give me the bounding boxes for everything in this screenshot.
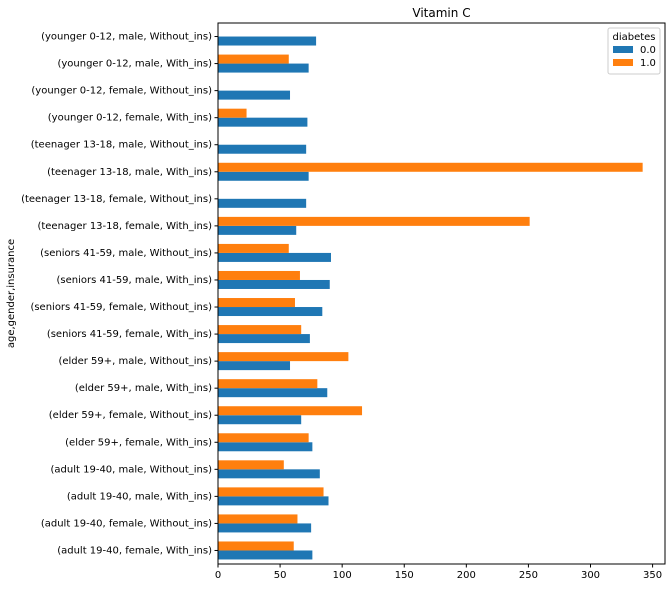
bar-series-1-row-3: [218, 108, 247, 118]
x-tick-label: 250: [519, 570, 538, 581]
y-tick-label: (adult 19-40, male, Without_ins): [51, 464, 213, 475]
y-tick-label: (elder 59+, female, With_ins): [65, 437, 212, 448]
legend-title: diabetes: [612, 32, 655, 43]
y-tick-label: (younger 0-12, male, Without_ins): [41, 32, 212, 43]
bar-series-0-row-13: [218, 388, 328, 398]
bar-series-0-row-12: [218, 361, 291, 371]
bar-series-0-row-4: [218, 144, 307, 154]
bar-series-0-row-0: [218, 36, 317, 46]
y-axis-ticks: (younger 0-12, male, Without_ins) (younge…: [21, 32, 218, 556]
bar-series-0-row-9: [218, 279, 330, 289]
bar-series-0-row-5: [218, 171, 309, 181]
x-tick-label: 150: [395, 570, 414, 581]
y-tick-label: (seniors 41-59, male, Without_ins): [40, 248, 212, 259]
bar-series-0-row-14: [218, 415, 302, 425]
bar-series-1-row-19: [218, 541, 294, 551]
x-tick-label: 200: [457, 570, 476, 581]
bar-series-1-row-7: [218, 216, 530, 226]
x-tick-label: 350: [643, 570, 662, 581]
bar-series-0-row-17: [218, 496, 329, 506]
y-tick-label: (adult 19-40, female, Without_ins): [41, 518, 212, 529]
bars-group: [218, 36, 643, 560]
y-tick-label: (teenager 13-18, female, With_ins): [37, 221, 212, 232]
x-axis-ticks: 0 50 100 150 200 250 300 350: [215, 564, 662, 581]
bar-series-1-row-8: [218, 243, 289, 253]
bar-series-1-row-18: [218, 514, 298, 524]
plot-frame: [217, 22, 666, 565]
y-tick-label: (teenager 13-18, male, Without_ins): [31, 140, 212, 151]
legend: diabetes 0.0 1.0: [607, 27, 661, 75]
bar-series-1-row-9: [218, 270, 300, 280]
bar-series-1-row-5: [218, 162, 643, 172]
bar-series-0-row-7: [218, 225, 297, 235]
bar-series-1-row-10: [218, 298, 295, 308]
x-tick-label: 50: [274, 570, 287, 581]
bar-series-0-row-2: [218, 90, 291, 100]
x-tick-label: 300: [581, 570, 600, 581]
bar-series-1-row-13: [218, 379, 318, 389]
bar-series-0-row-11: [218, 334, 310, 344]
y-tick-label: (elder 59+, female, Without_ins): [49, 410, 212, 421]
y-tick-label: (teenager 13-18, female, Without_ins): [21, 194, 212, 205]
legend-label-1: 1.0: [640, 58, 656, 69]
y-tick-label: (seniors 41-59, male, With_ins): [56, 275, 212, 286]
bar-series-0-row-1: [218, 63, 309, 73]
y-tick-label: (younger 0-12, female, With_ins): [48, 113, 212, 124]
bar-series-1-row-14: [218, 406, 363, 416]
y-axis-label: age,gender,insurance: [6, 239, 17, 348]
bar-series-0-row-18: [218, 523, 312, 533]
x-tick-label: 0: [215, 570, 221, 581]
y-tick-label: (younger 0-12, female, Without_ins): [31, 86, 212, 97]
bar-series-0-row-15: [218, 442, 313, 452]
y-tick-label: (elder 59+, male, With_ins): [75, 383, 212, 394]
y-tick-label: (elder 59+, male, Without_ins): [58, 356, 212, 367]
bar-series-1-row-11: [218, 325, 302, 335]
y-tick-label: (seniors 41-59, female, With_ins): [47, 329, 212, 340]
bar-series-1-row-12: [218, 352, 349, 362]
y-tick-label: (adult 19-40, female, With_ins): [57, 545, 212, 556]
legend-swatch-1: [613, 59, 633, 66]
y-tick-label: (seniors 41-59, female, Without_ins): [30, 302, 212, 313]
chart-title: Vitamin C: [412, 6, 470, 20]
bar-series-1-row-16: [218, 460, 284, 470]
y-tick-label: (younger 0-12, male, With_ins): [57, 59, 212, 70]
bar-series-0-row-3: [218, 117, 308, 127]
x-tick-label: 100: [333, 570, 352, 581]
y-tick-label: (teenager 13-18, male, With_ins): [47, 167, 212, 178]
legend-label-0: 0.0: [640, 45, 656, 56]
bar-series-0-row-6: [218, 198, 307, 208]
bar-series-1-row-1: [218, 54, 289, 64]
bar-series-0-row-8: [218, 252, 331, 262]
legend-swatch-0: [613, 46, 633, 53]
bar-series-0-row-10: [218, 307, 323, 317]
bar-series-0-row-19: [218, 550, 313, 560]
y-tick-label: (adult 19-40, male, With_ins): [67, 491, 212, 502]
bar-series-1-row-17: [218, 487, 324, 497]
bar-series-1-row-15: [218, 433, 309, 443]
bar-series-0-row-16: [218, 469, 320, 479]
